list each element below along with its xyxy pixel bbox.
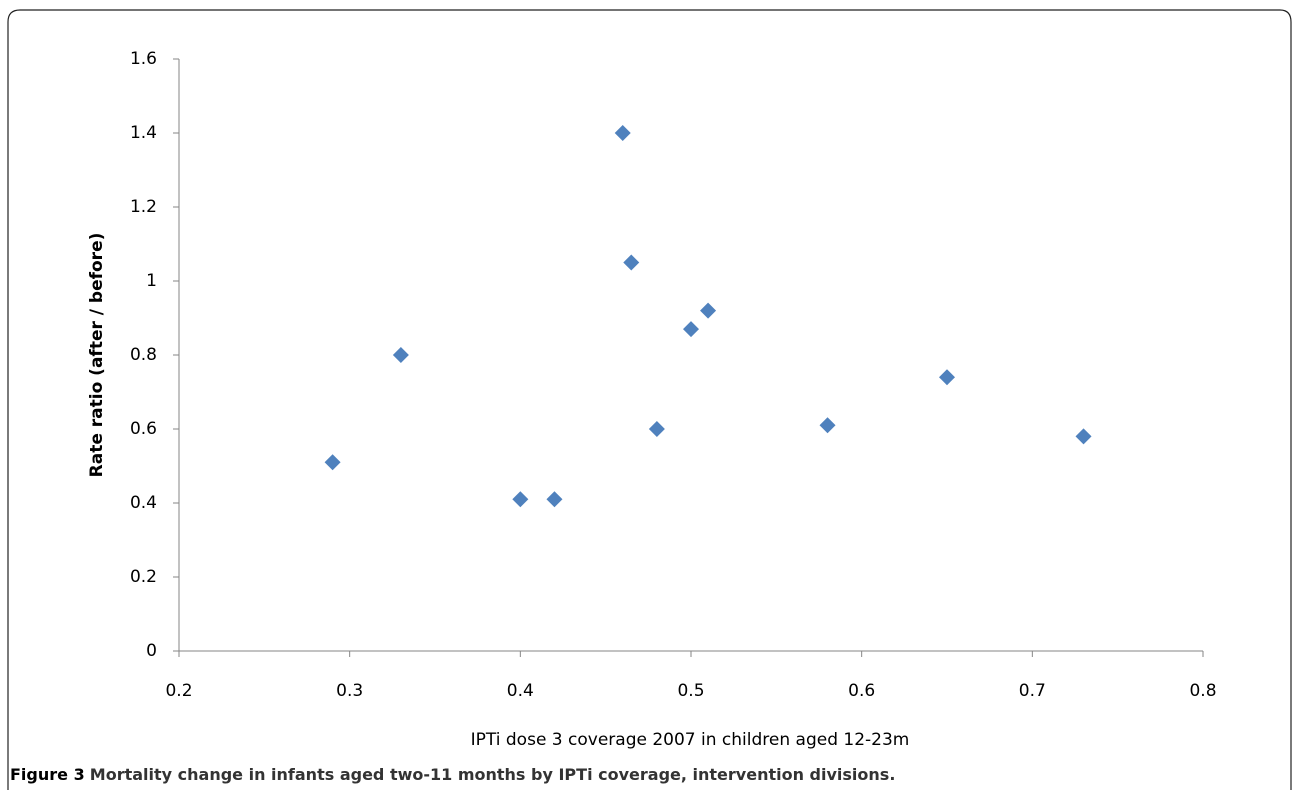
x-tick-label: 0.7 (1019, 681, 1046, 701)
point (512, 491, 529, 508)
point (683, 321, 699, 338)
x-tick-label: 0.3 (336, 681, 363, 701)
chart-frame (7, 9, 1292, 790)
point (648, 421, 665, 437)
point (392, 347, 409, 363)
point (623, 254, 640, 271)
x-tick-label: 0.5 (677, 681, 704, 701)
y-axis-title: Rate ratio (after / before) (87, 233, 107, 478)
y-tick-label: 1.6 (130, 49, 157, 69)
point (546, 491, 563, 508)
point (819, 417, 836, 434)
x-tick-label: 0.4 (507, 681, 534, 701)
caption-text: Mortality change in infants aged two-11 … (90, 765, 896, 784)
x-tick-label: 0.8 (1189, 681, 1216, 701)
y-tick-label: 1.4 (130, 123, 157, 143)
caption: Figure 3 Mortality change in infants age… (10, 765, 895, 784)
y-tick-label: 0.8 (130, 345, 157, 365)
y-tick-label: 1 (146, 271, 157, 291)
y-tick-label: 0.2 (130, 567, 157, 587)
x-tick-label: 0.2 (165, 681, 192, 701)
point (939, 369, 955, 386)
y-tick-label: 0.6 (130, 419, 157, 439)
point (324, 454, 341, 471)
figure-label: Figure 3 (10, 765, 85, 784)
point (700, 302, 717, 319)
point (614, 125, 631, 141)
y-tick-label: 0 (146, 641, 157, 661)
x-tick-label: 0.6 (848, 681, 875, 701)
point (1075, 428, 1092, 445)
y-tick-label: 0.4 (130, 493, 157, 513)
x-axis-title: IPTi dose 3 coverage 2007 in children ag… (471, 730, 910, 750)
y-tick-label: 1.2 (130, 197, 157, 217)
